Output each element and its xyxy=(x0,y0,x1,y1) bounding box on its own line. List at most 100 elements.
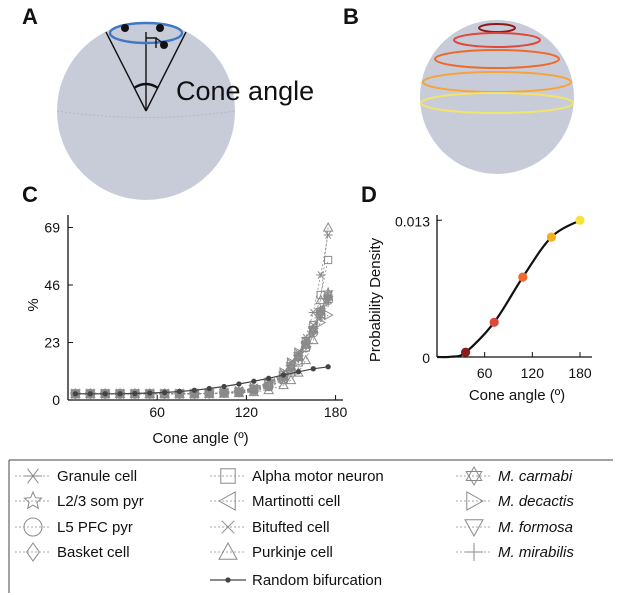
x-tick-label-d: 180 xyxy=(568,365,592,381)
data-point xyxy=(322,295,334,306)
series-martinotti-cell xyxy=(69,289,333,400)
legend-marker xyxy=(465,466,483,486)
legend-item-m-formosa: M. formosa xyxy=(456,519,573,538)
x-tick-label-c: 180 xyxy=(324,404,348,420)
legend-marker xyxy=(23,490,43,510)
density-point xyxy=(461,347,471,357)
legend-item-m-carmabi: M. carmabi xyxy=(456,466,573,486)
panel-letter-c: C xyxy=(22,182,38,207)
legend-label: M. mirabilis xyxy=(498,544,574,561)
data-point xyxy=(293,350,303,360)
legend-item-bitufted-cell: Bitufted cell xyxy=(210,519,330,536)
data-point xyxy=(307,325,319,336)
y-tick-label-c: 46 xyxy=(44,277,60,293)
x-tick-label-c: 60 xyxy=(149,404,165,420)
ring-5 xyxy=(420,92,574,114)
legend-marker xyxy=(24,468,42,484)
series-basket-cell xyxy=(71,289,332,400)
legend-marker xyxy=(220,468,236,484)
legend-label: Martinotti cell xyxy=(252,493,340,510)
legend-marker xyxy=(26,542,40,562)
legend-item-m-mirabilis: M. mirabilis xyxy=(456,543,574,561)
y-tick-label-d: 0 xyxy=(422,350,430,366)
ring-3 xyxy=(434,49,560,69)
legend-item-alpha-motor-neuron: Alpha motor neuron xyxy=(210,468,384,485)
legend-marker xyxy=(464,519,484,538)
data-point xyxy=(176,388,183,395)
legend-item-basket-cell: Basket cell xyxy=(15,542,130,562)
x-axis-label-d: Cone angle (º) xyxy=(469,387,565,404)
series-l2-3-som-pyr xyxy=(69,286,334,399)
data-point xyxy=(278,379,289,390)
legend-item-martinotti-cell: Martinotti cell xyxy=(210,491,340,511)
series-alpha-motor-neuron xyxy=(71,255,333,398)
x-tick-label-d: 120 xyxy=(521,365,545,381)
legend-label: M. decactis xyxy=(498,493,574,510)
legend-item-purkinje-cell: Purkinje cell xyxy=(210,541,333,561)
legend-label: Alpha motor neuron xyxy=(252,468,384,485)
y-tick-label-d: 0.013 xyxy=(395,213,430,229)
data-point xyxy=(301,340,311,350)
legend-item-granule-cell: Granule cell xyxy=(15,468,137,485)
legend-item-random-bifurcation: Random bifurcation xyxy=(210,572,382,589)
legend-label: Random bifurcation xyxy=(252,572,382,589)
data-point xyxy=(300,354,312,365)
series-m-formosa xyxy=(70,295,334,400)
panel-letter-b: B xyxy=(343,4,359,29)
y-axis-label-c: % xyxy=(25,298,42,311)
data-point xyxy=(316,313,326,322)
data-point xyxy=(117,391,123,397)
sphere-a xyxy=(56,21,236,200)
legend-label: Purkinje cell xyxy=(252,544,333,561)
x-axis-label-c: Cone angle (º) xyxy=(152,430,248,447)
data-point xyxy=(234,387,244,396)
data-point xyxy=(147,390,153,396)
legend-label: M. formosa xyxy=(498,519,573,536)
data-point xyxy=(325,364,331,370)
legend-item-l5-pfc-pyr: L5 PFC pyr xyxy=(15,517,133,537)
legend-item-l2-3-som-pyr: L2/3 som pyr xyxy=(15,490,144,510)
legend-marker xyxy=(465,543,483,561)
density-point xyxy=(546,232,557,242)
y-tick-label-c: 69 xyxy=(44,220,60,236)
legend-marker xyxy=(217,491,236,511)
y-tick-label-c: 23 xyxy=(44,335,60,351)
y-tick-label-c: 0 xyxy=(52,392,60,408)
x-tick-label-c: 120 xyxy=(235,404,259,420)
cone-angle-annotation: Cone angle xyxy=(176,76,314,106)
data-point xyxy=(308,328,318,337)
data-point xyxy=(322,221,334,232)
data-point xyxy=(236,381,242,387)
legend-marker xyxy=(218,541,238,560)
data-point xyxy=(310,366,316,372)
cone-left-edge xyxy=(105,31,147,112)
y-axis-label-d: Probability Density xyxy=(367,237,384,362)
legend-label: M. carmabi xyxy=(498,468,573,485)
legend-label: Granule cell xyxy=(57,468,137,485)
data-point xyxy=(263,384,275,395)
data-point xyxy=(191,387,197,393)
data-point xyxy=(72,391,79,397)
density-point xyxy=(575,215,585,225)
data-point xyxy=(132,390,138,397)
chart-c: 0 23 46 69 60 120 180 Cone angle (º)% xyxy=(25,215,347,447)
legend-marker xyxy=(23,517,43,537)
data-point xyxy=(295,369,302,375)
data-point xyxy=(286,360,296,370)
data-point xyxy=(251,378,257,384)
series-m-carmabi xyxy=(70,291,333,400)
data-point xyxy=(161,389,168,396)
series-random-bifurcation xyxy=(72,364,331,397)
data-point xyxy=(102,391,108,397)
cone-right-edge xyxy=(145,31,187,112)
legend-label: Bitufted cell xyxy=(252,519,330,536)
panel-letter-a: A xyxy=(22,4,38,29)
series-l5-pfc-pyr xyxy=(70,295,334,399)
data-point xyxy=(249,384,259,393)
series-bitufted-cell xyxy=(71,293,332,398)
legend-label: L2/3 som pyr xyxy=(57,493,144,510)
data-point xyxy=(323,298,333,307)
data-point xyxy=(87,391,93,397)
data-point xyxy=(266,375,272,381)
